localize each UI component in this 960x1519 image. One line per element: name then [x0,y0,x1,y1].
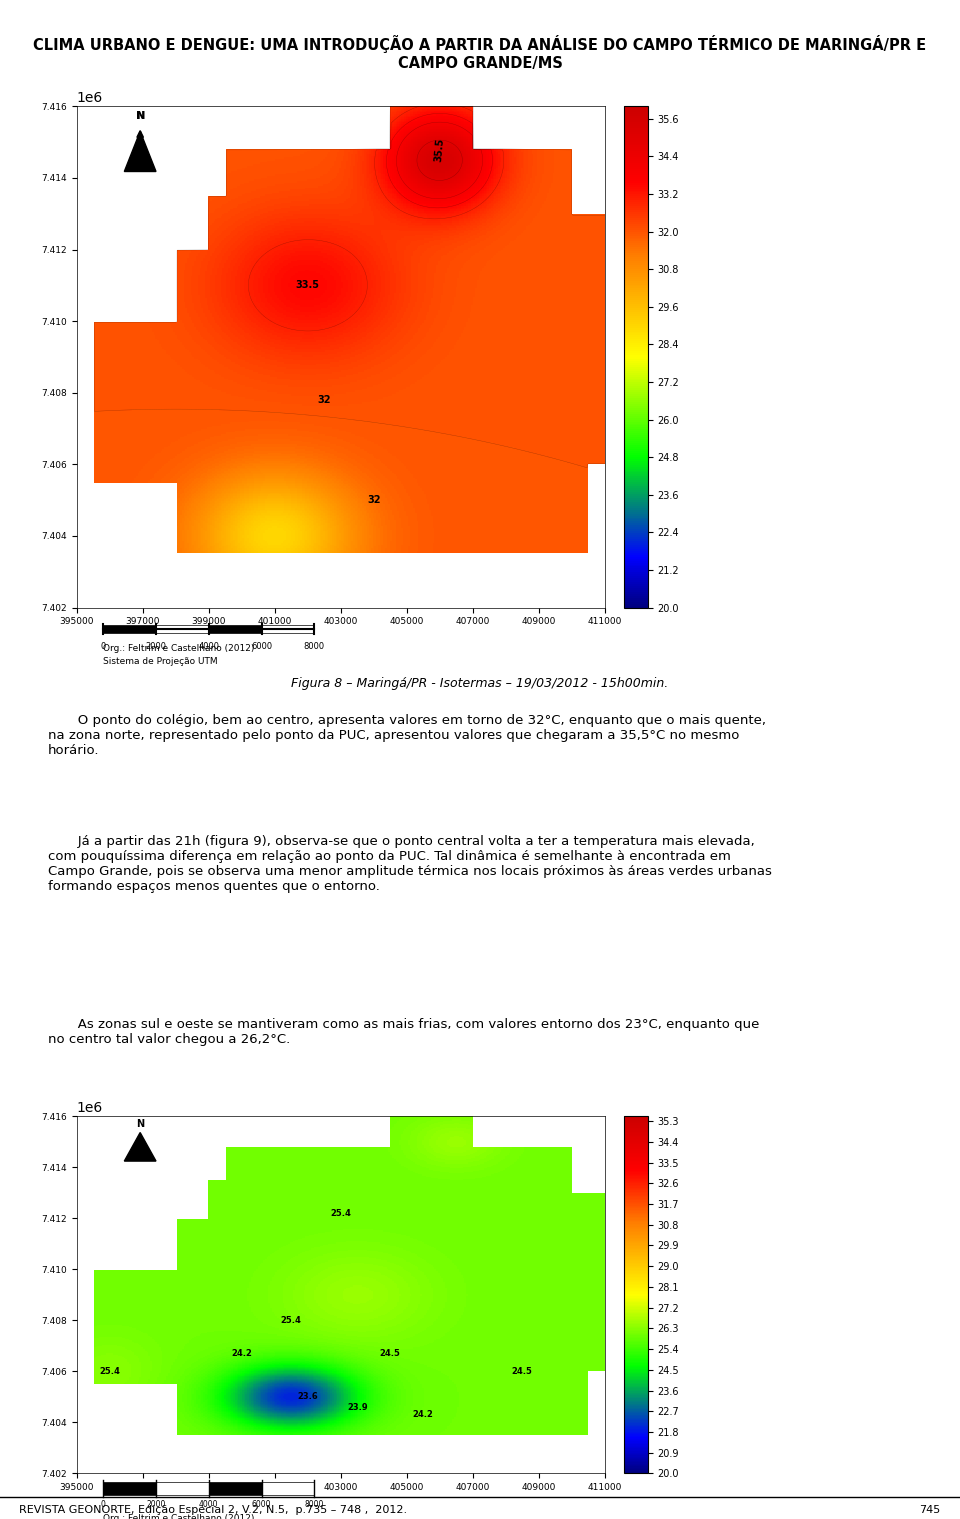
Text: 6000: 6000 [251,643,273,652]
Text: REVISTA GEONORTE, Edição Especial 2, V.2, N.5,  p.735 – 748 ,  2012.: REVISTA GEONORTE, Edição Especial 2, V.2… [19,1505,407,1514]
Text: 24.2: 24.2 [231,1349,252,1358]
Text: O ponto do colégio, bem ao centro, apresenta valores em torno de 32°C, enquanto : O ponto do colégio, bem ao centro, apres… [48,714,766,756]
Polygon shape [125,132,156,172]
Text: 32: 32 [367,495,380,506]
Text: 24.2: 24.2 [413,1410,434,1419]
Text: 745: 745 [920,1505,941,1514]
Text: 25.4: 25.4 [100,1367,120,1376]
Text: 4000: 4000 [199,1501,219,1510]
Polygon shape [125,1133,156,1161]
Text: As zonas sul e oeste se mantiveram como as mais frias, com valores entorno dos 2: As zonas sul e oeste se mantiveram como … [48,1018,759,1045]
Text: Já a partir das 21h (figura 9), observa-se que o ponto central volta a ter a tem: Já a partir das 21h (figura 9), observa-… [48,835,772,893]
Text: 8000: 8000 [304,1501,324,1510]
Text: 2000: 2000 [146,1501,166,1510]
Text: 8000: 8000 [303,643,325,652]
Text: 6000: 6000 [252,1501,272,1510]
Text: CLIMA URBANO E DENGUE: UMA INTRODUÇÃO A PARTIR DA ANÁLISE DO CAMPO TÉRMICO DE MA: CLIMA URBANO E DENGUE: UMA INTRODUÇÃO A … [34,35,926,71]
Text: N: N [135,111,145,122]
Text: 25.4: 25.4 [330,1209,351,1218]
Text: Org.: Feltrim e Castelhano (2012): Org.: Feltrim e Castelhano (2012) [104,644,254,653]
Text: Org.: Feltrim e Castelhano (2012): Org.: Feltrim e Castelhano (2012) [104,1513,254,1519]
Text: 2000: 2000 [146,643,166,652]
Text: 0: 0 [101,1501,106,1510]
Text: N: N [136,111,144,122]
Text: 33.5: 33.5 [296,281,320,290]
Text: Sistema de Projeção UTM: Sistema de Projeção UTM [104,658,218,667]
Text: N: N [136,1120,144,1129]
Text: 25.4: 25.4 [281,1315,301,1325]
Text: Figura 8 – Maringá/PR - Isotermas – 19/03/2012 - 15h00min.: Figura 8 – Maringá/PR - Isotermas – 19/0… [292,677,668,690]
Text: 23.9: 23.9 [347,1402,368,1411]
Text: 24.5: 24.5 [512,1367,533,1376]
Text: 24.5: 24.5 [380,1349,400,1358]
Text: 32: 32 [318,395,331,406]
Text: 35.5: 35.5 [434,137,445,161]
Text: 4000: 4000 [199,643,219,652]
Text: 0: 0 [101,643,106,652]
Text: 23.6: 23.6 [298,1393,318,1402]
